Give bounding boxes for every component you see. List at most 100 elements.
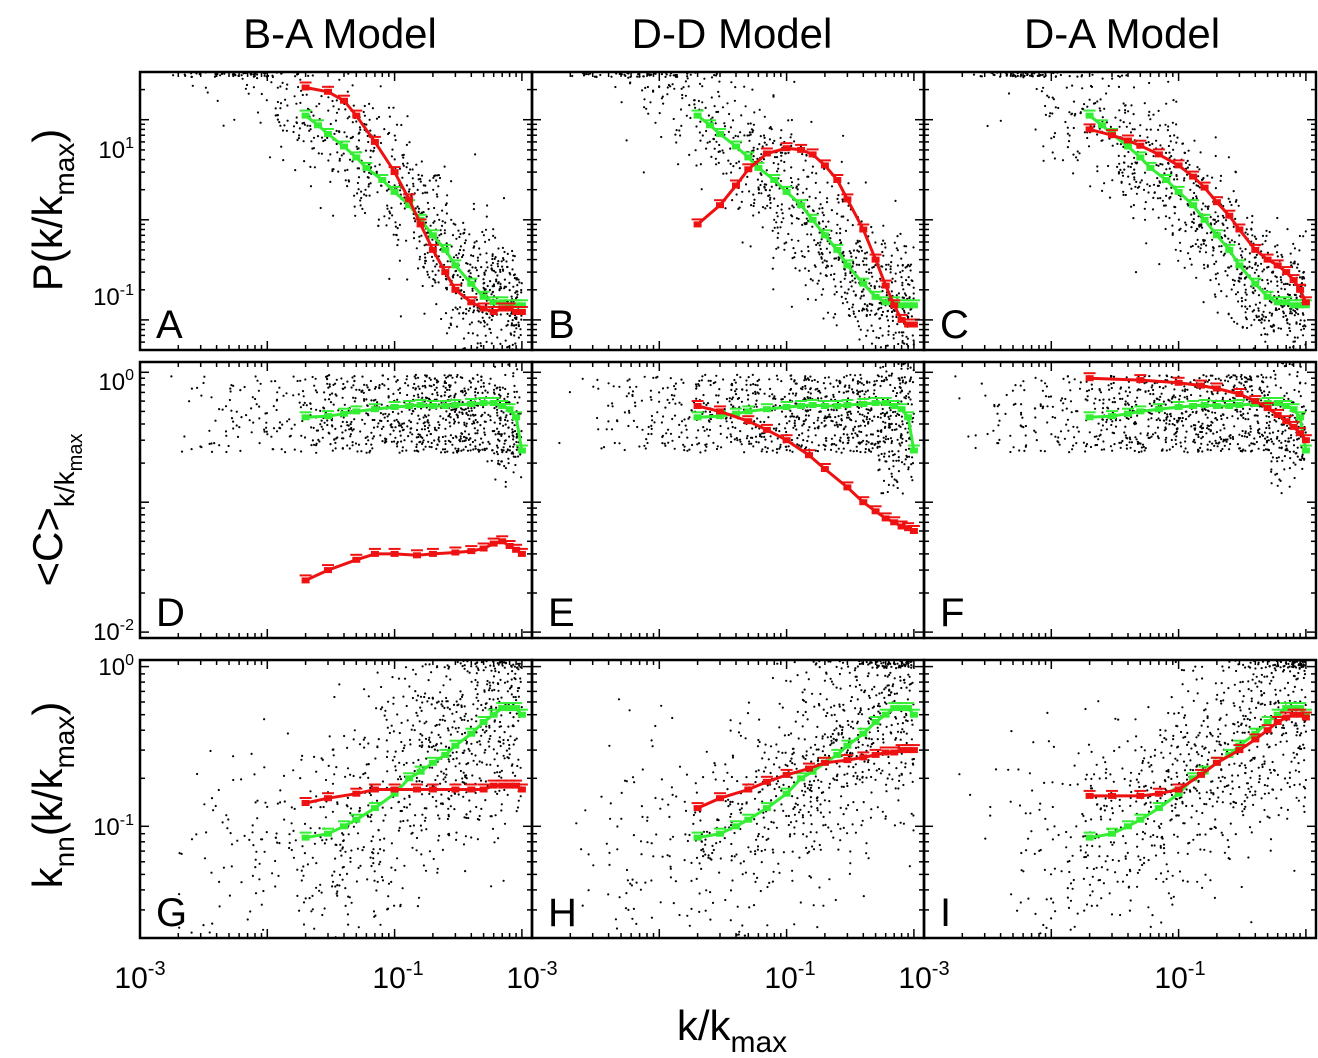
scatter-point bbox=[472, 309, 476, 312]
scatter-point bbox=[1301, 312, 1304, 315]
scatter-point bbox=[238, 426, 241, 429]
scatter-point bbox=[879, 277, 882, 280]
scatter-point bbox=[671, 83, 674, 86]
scatter-point bbox=[1122, 193, 1125, 196]
series-marker bbox=[451, 402, 460, 408]
scatter-point bbox=[1042, 86, 1045, 89]
scatter-point bbox=[682, 86, 685, 89]
scatter-point bbox=[462, 221, 465, 224]
scatter-point bbox=[420, 160, 423, 163]
scatter-point bbox=[432, 221, 435, 224]
scatter-point bbox=[905, 245, 908, 248]
scatter-point bbox=[390, 155, 393, 158]
scatter-point bbox=[582, 74, 586, 77]
scatter-point bbox=[444, 391, 447, 394]
scatter-point bbox=[801, 385, 804, 389]
scatter-point bbox=[511, 268, 514, 271]
series-marker bbox=[744, 154, 753, 161]
series-marker bbox=[1289, 277, 1298, 284]
scatter-point bbox=[1086, 105, 1089, 108]
scatter-point bbox=[446, 260, 449, 263]
scatter-point bbox=[1234, 171, 1237, 174]
scatter-point bbox=[377, 224, 380, 227]
scatter-point bbox=[849, 412, 853, 415]
scatter-point bbox=[497, 432, 500, 435]
scatter-point bbox=[1293, 352, 1295, 354]
scatter-point bbox=[904, 251, 907, 254]
scatter-point bbox=[464, 436, 467, 439]
scatter-point bbox=[331, 392, 334, 395]
scatter-point bbox=[336, 151, 339, 154]
scatter-point bbox=[288, 418, 291, 421]
scatter-point bbox=[758, 143, 761, 146]
scatter-point bbox=[1245, 276, 1248, 279]
scatter-point bbox=[650, 427, 653, 430]
scatter-point bbox=[901, 437, 904, 440]
scatter-point bbox=[685, 114, 688, 117]
scatter-point bbox=[735, 193, 738, 196]
scatter-point bbox=[797, 418, 801, 421]
scatter-point bbox=[870, 271, 873, 274]
scatter-point bbox=[839, 436, 842, 439]
scatter-point bbox=[458, 312, 461, 315]
scatter-point bbox=[865, 334, 868, 337]
scatter-point bbox=[721, 149, 724, 152]
scatter-point bbox=[491, 430, 494, 433]
scatter-point bbox=[844, 272, 847, 275]
scatter-point bbox=[513, 396, 517, 399]
scatter-point bbox=[1295, 357, 1297, 359]
scatter-point bbox=[481, 413, 484, 416]
scatter-point bbox=[776, 170, 779, 173]
scatter-point bbox=[734, 381, 737, 384]
scatter-point bbox=[395, 123, 399, 126]
scatter-point bbox=[410, 440, 413, 443]
scatter-point bbox=[252, 421, 255, 424]
scatter-point bbox=[772, 256, 775, 259]
scatter-point bbox=[513, 277, 517, 280]
scatter-point bbox=[848, 307, 851, 311]
scatter-point bbox=[357, 188, 360, 191]
scatter-point bbox=[1092, 102, 1096, 105]
scatter-point bbox=[651, 419, 654, 422]
scatter-point bbox=[790, 144, 793, 147]
scatter-point bbox=[785, 241, 788, 244]
series-marker bbox=[489, 309, 498, 315]
scatter-point bbox=[1111, 144, 1114, 147]
scatter-point bbox=[1198, 168, 1201, 171]
scatter-point bbox=[494, 271, 497, 274]
scatter-point bbox=[1266, 251, 1269, 254]
scatter-point bbox=[405, 378, 408, 381]
scatter-point bbox=[369, 182, 372, 185]
scatter-point bbox=[830, 408, 833, 411]
series-marker bbox=[859, 280, 868, 287]
scatter-point bbox=[486, 460, 489, 463]
series-marker bbox=[505, 302, 514, 309]
scatter-point bbox=[760, 435, 763, 438]
scatter-point bbox=[715, 72, 718, 76]
series-marker bbox=[479, 293, 488, 300]
scatter-point bbox=[1152, 183, 1156, 186]
scatter-point bbox=[1213, 222, 1216, 225]
scatter-point bbox=[820, 397, 823, 400]
scatter-point bbox=[877, 454, 880, 457]
scatter-point bbox=[899, 382, 902, 385]
scatter-point bbox=[814, 449, 817, 452]
scatter-point bbox=[857, 406, 861, 410]
scatter-point bbox=[439, 229, 442, 232]
scatter-point bbox=[282, 394, 285, 397]
scatter-point bbox=[1171, 232, 1174, 235]
scatter-point bbox=[394, 426, 397, 429]
scatter-point bbox=[866, 389, 870, 392]
scatter-point bbox=[753, 111, 756, 114]
scatter-point bbox=[672, 117, 675, 121]
scatter-point bbox=[1293, 314, 1296, 317]
scatter-point bbox=[814, 388, 817, 391]
scatter-point bbox=[1264, 239, 1267, 243]
scatter-point bbox=[311, 74, 314, 77]
scatter-point bbox=[731, 119, 735, 122]
scatter-point bbox=[752, 129, 755, 132]
scatter-point bbox=[498, 386, 501, 389]
scatter-point bbox=[871, 275, 874, 278]
scatter-point bbox=[895, 392, 899, 395]
scatter-point bbox=[888, 417, 891, 421]
